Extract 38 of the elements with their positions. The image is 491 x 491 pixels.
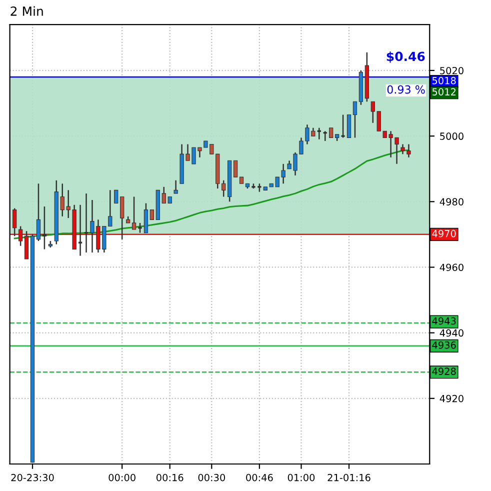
ref-line-label: 4928 <box>432 368 456 375</box>
ref-line-label: 4936 <box>432 341 456 349</box>
candlestick <box>222 180 226 198</box>
candlestick <box>352 100 358 138</box>
candlestick <box>24 230 29 260</box>
y-tick-label: 4960 <box>440 264 464 272</box>
x-tick-label: 00:46 <box>246 474 273 482</box>
candlestick <box>120 196 124 240</box>
candlestick <box>36 182 41 242</box>
candlestick <box>12 208 17 237</box>
candlestick <box>346 114 352 138</box>
x-tick-label: 00:00 <box>108 474 136 482</box>
candlestick <box>233 160 238 178</box>
x-tick-label: 01:00 <box>288 474 315 482</box>
x-tick-label: 00:16 <box>156 474 184 482</box>
candlestick <box>132 196 136 230</box>
candlestick <box>329 127 334 138</box>
x-tick-label: 20-23:30 <box>11 474 54 482</box>
ref-line-label: 4970 <box>432 230 456 238</box>
candlestick <box>174 180 178 194</box>
y-tick-label: 5020 <box>440 66 464 74</box>
text: 5012 <box>432 88 456 96</box>
candlestick <box>42 206 47 250</box>
y-tick-label: 5000 <box>440 132 464 140</box>
x-tick-label: 21-01:16 <box>328 474 370 482</box>
y-tick-label: 4940 <box>440 329 464 337</box>
annotation: $0.46 <box>386 51 425 63</box>
candlestick <box>144 202 148 234</box>
candlestick <box>114 190 118 204</box>
y-tick-label: 4920 <box>440 394 464 402</box>
ref-line-label: 5018 <box>432 76 456 84</box>
ref-line-label: 4943 <box>432 317 456 325</box>
candlestick <box>18 226 23 247</box>
candlestick <box>150 210 154 220</box>
annotation: 0.93 % <box>387 85 425 94</box>
y-tick-label: 4980 <box>440 198 464 206</box>
x-tick-label: 00:30 <box>198 474 226 482</box>
chart-title: 2 Min <box>10 6 43 16</box>
